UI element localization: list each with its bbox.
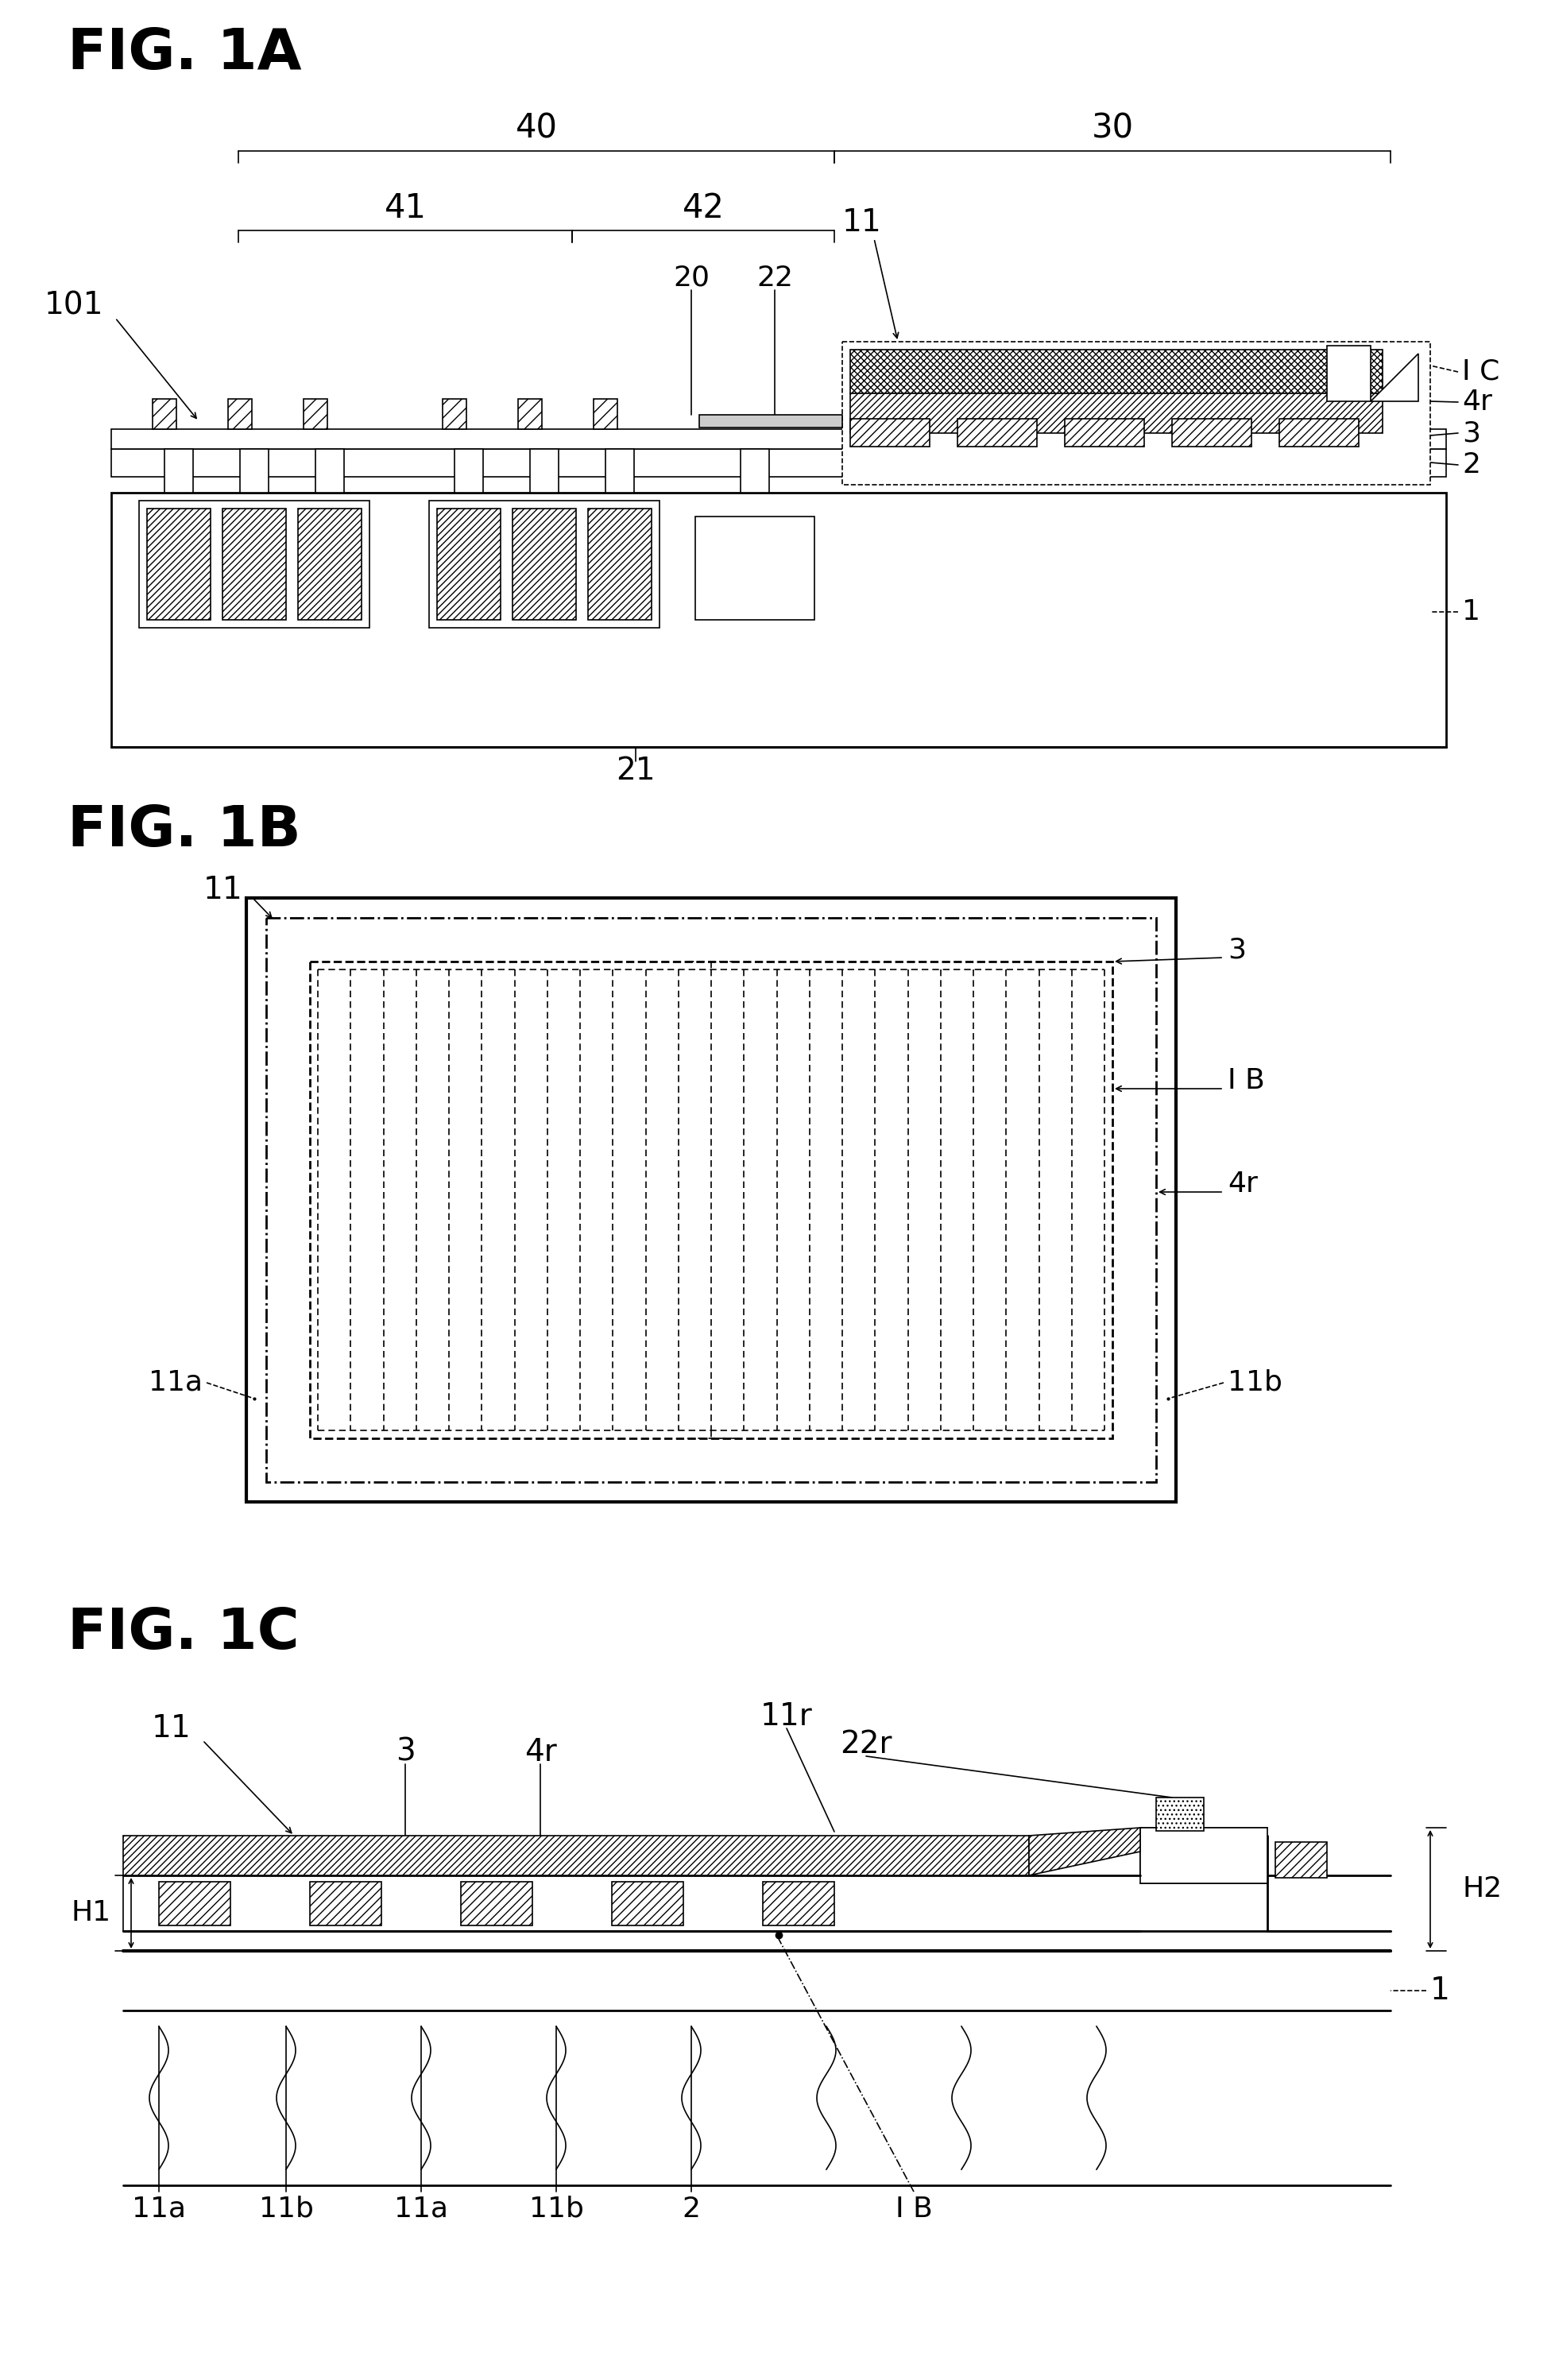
Text: N: N — [746, 574, 764, 595]
Bar — [266, 919, 1155, 1483]
Bar — [309, 962, 1112, 1438]
Text: 11b: 11b — [258, 2197, 314, 2223]
Text: 40: 40 — [515, 112, 557, 145]
Bar — [299, 509, 361, 619]
Text: N: N — [246, 576, 263, 600]
Text: 11: 11 — [151, 1714, 191, 1745]
Text: N: N — [611, 576, 628, 600]
Bar — [843, 343, 1431, 486]
Polygon shape — [1029, 1828, 1140, 1875]
Bar — [851, 393, 1382, 433]
Bar — [152, 400, 176, 428]
Bar — [1326, 345, 1370, 402]
Bar — [518, 400, 541, 428]
Text: FIG. 1C: FIG. 1C — [67, 1607, 299, 1661]
Text: I B: I B — [896, 2197, 933, 2223]
Text: 30: 30 — [1092, 112, 1134, 145]
Text: H2: H2 — [1462, 1875, 1502, 1902]
Text: 41: 41 — [384, 190, 426, 224]
Text: I C: I C — [1462, 359, 1499, 386]
Bar — [138, 500, 370, 628]
Bar — [429, 500, 659, 628]
Text: 4r: 4r — [1227, 1171, 1258, 1197]
Text: 11: 11 — [843, 207, 882, 238]
Bar — [148, 509, 210, 619]
Bar — [958, 419, 1037, 447]
Bar — [1140, 1828, 1267, 1883]
Bar — [611, 1883, 683, 1925]
Text: FIG. 1B: FIG. 1B — [67, 802, 302, 857]
Polygon shape — [1370, 355, 1418, 402]
Bar — [513, 509, 575, 619]
Text: 20: 20 — [673, 264, 709, 293]
Bar — [454, 450, 484, 493]
Bar — [530, 450, 558, 493]
Text: N: N — [460, 576, 477, 600]
Bar — [229, 400, 252, 428]
Text: 4r: 4r — [1462, 388, 1493, 416]
Text: 2: 2 — [1462, 452, 1480, 478]
Bar — [309, 1883, 381, 1925]
Bar — [740, 450, 770, 493]
Bar — [605, 450, 634, 493]
Bar — [1155, 1797, 1204, 1830]
Text: 1: 1 — [1431, 1975, 1449, 2006]
Text: P: P — [323, 576, 336, 600]
Text: 21: 21 — [616, 757, 655, 785]
Text: 11a: 11a — [393, 2197, 448, 2223]
Text: P: P — [538, 576, 550, 600]
Bar — [316, 450, 344, 493]
Bar — [695, 516, 815, 619]
Text: 11b: 11b — [529, 2197, 583, 2223]
Text: 3: 3 — [1227, 935, 1246, 964]
Bar — [159, 1883, 230, 1925]
Bar — [443, 400, 467, 428]
Bar — [222, 509, 286, 619]
Bar — [594, 400, 617, 428]
Bar — [112, 493, 1446, 747]
Text: I B: I B — [1227, 1066, 1264, 1095]
Text: 11a: 11a — [149, 1368, 202, 1397]
Bar — [851, 419, 930, 447]
Text: 3: 3 — [1462, 419, 1480, 447]
Text: H1: H1 — [72, 1899, 112, 1925]
Text: FIG. 1A: FIG. 1A — [67, 26, 302, 81]
Bar — [123, 1835, 1029, 1875]
Text: 3: 3 — [395, 1737, 415, 1768]
Bar — [1280, 419, 1359, 447]
Bar — [112, 428, 1446, 450]
Bar — [112, 450, 1446, 476]
Text: 11b: 11b — [1227, 1368, 1283, 1397]
Bar — [303, 400, 328, 428]
Text: 11a: 11a — [132, 2197, 187, 2223]
Bar — [588, 509, 652, 619]
Text: 1: 1 — [1462, 597, 1480, 626]
Bar — [460, 1883, 532, 1925]
Bar — [165, 450, 193, 493]
Text: 11r: 11r — [760, 1702, 813, 1733]
Bar — [246, 897, 1176, 1502]
Text: 101: 101 — [44, 290, 103, 321]
Text: 42: 42 — [683, 190, 725, 224]
Bar — [1065, 419, 1144, 447]
Bar — [437, 509, 501, 619]
Bar — [700, 414, 843, 428]
Bar — [851, 350, 1382, 393]
Text: 22r: 22r — [840, 1730, 893, 1759]
Text: 2: 2 — [683, 2197, 700, 2223]
Text: P: P — [173, 576, 185, 600]
Bar — [1172, 419, 1252, 447]
Bar — [239, 450, 269, 493]
Text: 4r: 4r — [524, 1737, 557, 1768]
Text: 11: 11 — [202, 876, 243, 904]
Text: 22: 22 — [756, 264, 793, 293]
Bar — [1275, 1842, 1326, 1878]
Bar — [764, 1883, 835, 1925]
